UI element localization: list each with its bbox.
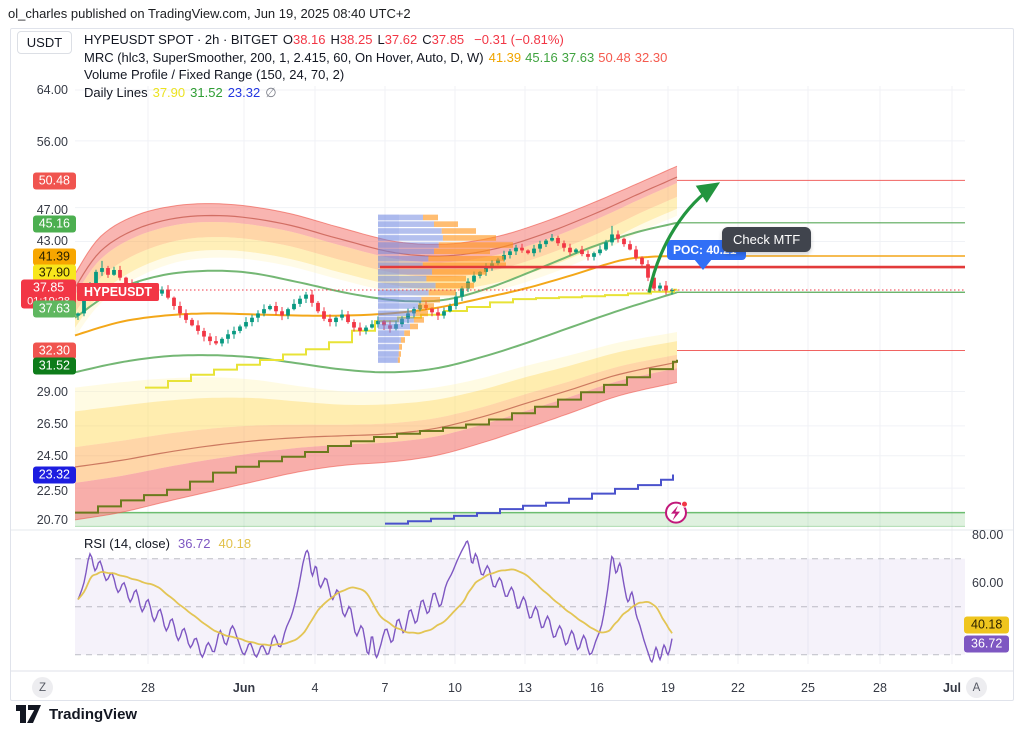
ohlc-value: 38.25 (339, 32, 373, 47)
time-axis-tick: 7 (381, 681, 389, 695)
currency-toggle-button[interactable]: USDT (17, 31, 72, 54)
time-axis-tick: 22 (731, 681, 745, 695)
time-axis-tick: 25 (801, 681, 815, 695)
ohlc-value: 37.85 (431, 32, 465, 47)
time-axis-tick: 10 (448, 681, 462, 695)
timezone-button[interactable]: Z (32, 677, 53, 698)
symbol-title: HYPEUSDT SPOT · 2h · BITGET (84, 32, 278, 47)
legend-value: 41.39 (488, 49, 522, 65)
tradingview-logo-icon (16, 705, 41, 723)
legend-value: 31.52 (190, 84, 223, 100)
legend-value: 23.32 (227, 84, 261, 100)
tradingview-branding[interactable]: TradingView (16, 704, 137, 724)
legend: HYPEUSDT SPOT · 2h · BITGET O38.16 H38.25… (84, 31, 671, 101)
ohlc-letter: H (330, 32, 340, 47)
publisher-attribution: ol_charles published on TradingView.com,… (8, 6, 411, 21)
rsi-title: RSI (14, close) (84, 536, 170, 551)
rsi-legend[interactable]: RSI (14, close) 36.72 40.18 (84, 536, 251, 551)
ohlc-values: O38.16 H38.25 L37.62 C37.85 (283, 31, 469, 49)
time-axis-tick: Jun (232, 681, 256, 695)
ohlc-value: 38.16 (292, 32, 326, 47)
daily-lines-title: Daily Lines (84, 84, 148, 100)
legend-volume-profile-row[interactable]: Volume Profile / Fixed Range (150, 24, 7… (84, 66, 671, 84)
legend-daily-lines-row[interactable]: Daily Lines 37.90 31.52 23.32 ∅ (84, 84, 671, 102)
auto-scale-button[interactable]: A (966, 677, 987, 698)
time-axis[interactable]: Z 28 Jun 4 7 10 13 16 19 22 25 28 Jul A (10, 671, 1012, 700)
poc-pointer-icon (694, 259, 712, 270)
time-axis-tick: 28 (141, 681, 155, 695)
daily-lines-values: 37.90 31.52 23.32 ∅ (153, 84, 282, 102)
time-axis-tick: Jul (942, 681, 962, 695)
brand-name: TradingView (49, 705, 138, 723)
change-value: −0.31 (−0.81%) (474, 32, 564, 47)
time-axis-tick: 4 (311, 681, 319, 695)
volume-profile-title: Volume Profile / Fixed Range (150, 24, 7… (84, 67, 345, 82)
legend-mrc-row[interactable]: MRC (hlc3, SuperSmoother, 200, 1, 2.415,… (84, 49, 671, 67)
time-axis-tick: 28 (873, 681, 887, 695)
check-mtf-note[interactable]: Check MTF (722, 227, 812, 252)
mrc-values: 41.39 45.16 37.63 50.48 32.30 (489, 49, 672, 67)
legend-value: ∅ (265, 84, 277, 100)
ohlc-letter: C (422, 32, 432, 47)
legend-value: 37.90 (152, 84, 186, 100)
time-axis-tick: 13 (518, 681, 532, 695)
legend-value: 32.30 (634, 49, 668, 65)
ohlc-letter: L (377, 32, 385, 47)
rsi-ma-value: 40.18 (218, 536, 252, 551)
rsi-value: 36.72 (177, 536, 211, 551)
ohlc-value: 37.62 (384, 32, 418, 47)
time-axis-tick: 16 (590, 681, 604, 695)
time-axis-tick: 19 (661, 681, 675, 695)
legend-value: 45.16 (525, 49, 558, 65)
legend-value: 50.48 (598, 49, 631, 65)
legend-value: 37.63 (561, 49, 595, 65)
symbol-price-line-label: HYPEUSDT (77, 283, 160, 301)
ohlc-letter: O (282, 32, 293, 47)
legend-symbol-row[interactable]: HYPEUSDT SPOT · 2h · BITGET O38.16 H38.25… (84, 31, 671, 49)
mrc-indicator-title: MRC (hlc3, SuperSmoother, 200, 1, 2.415,… (84, 49, 484, 65)
